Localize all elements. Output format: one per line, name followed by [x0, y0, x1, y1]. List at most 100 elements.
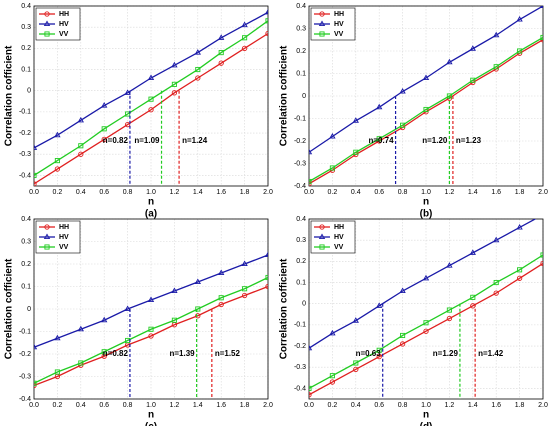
- marker: [352, 117, 359, 123]
- marker: [147, 74, 155, 81]
- marker: [446, 315, 453, 322]
- marker: [264, 251, 268, 258]
- marker: [309, 392, 312, 398]
- marker: [376, 302, 383, 308]
- y-tick-label: 0.4: [296, 3, 306, 10]
- marker: [242, 286, 248, 292]
- y-tick-label: 0.2: [296, 258, 306, 265]
- marker: [218, 301, 224, 308]
- marker: [101, 349, 107, 355]
- legend-marker: [44, 224, 50, 230]
- marker: [171, 317, 177, 323]
- marker: [125, 111, 131, 117]
- series-line: [309, 262, 543, 396]
- legend-marker: [43, 233, 51, 240]
- legend-label: HH: [59, 224, 69, 231]
- y-axis-label: Correlation cofficient: [4, 258, 15, 359]
- legend-marker: [319, 224, 325, 230]
- x-tick-label: 1.0: [421, 189, 431, 196]
- y-tick-label: 0.3: [296, 237, 306, 244]
- legend-label: HV: [334, 234, 344, 241]
- marker: [171, 90, 178, 96]
- marker: [493, 236, 500, 243]
- marker: [54, 369, 60, 375]
- annotation-label: n=1.29: [433, 349, 459, 358]
- x-tick-label: 0.2: [328, 402, 338, 409]
- x-tick-label: 0.0: [304, 189, 314, 196]
- marker: [540, 34, 543, 41]
- marker: [195, 75, 201, 81]
- plot-frame: [33, 218, 269, 400]
- x-tick-label: 1.6: [491, 402, 501, 409]
- marker: [423, 320, 429, 326]
- marker: [171, 61, 178, 68]
- marker: [540, 260, 543, 267]
- marker: [493, 64, 499, 70]
- x-tick-label: 1.2: [445, 402, 455, 409]
- marker: [329, 379, 336, 385]
- marker: [54, 166, 61, 172]
- annotation-label: n=1.23: [456, 136, 482, 145]
- y-tick-label: 0.1: [21, 283, 31, 290]
- x-tick-label: 0.6: [374, 402, 384, 409]
- marker: [34, 380, 37, 386]
- marker: [469, 45, 476, 51]
- x-tick-label: 1.4: [468, 189, 478, 196]
- legend-marker: [318, 233, 326, 240]
- plot-frame: [308, 5, 544, 187]
- marker: [148, 96, 154, 102]
- x-tick-label: 0.6: [99, 189, 109, 196]
- marker: [493, 290, 499, 296]
- marker: [171, 81, 177, 87]
- x-tick-label: 1.6: [491, 189, 501, 196]
- marker: [399, 287, 406, 294]
- legend-marker: [319, 244, 325, 250]
- y-tick-label: 0: [27, 306, 31, 313]
- marker: [195, 313, 201, 319]
- legend-label: VV: [334, 244, 344, 251]
- panel: -0.4 -0.3 -0.2 -0.1 0 0.1 0.2 0.3 0.4 0.0 0.2 0.4 0.…: [4, 3, 273, 220]
- marker: [265, 18, 268, 24]
- y-tick-label: 0.4: [21, 3, 31, 10]
- marker: [78, 151, 84, 157]
- marker: [241, 292, 248, 299]
- series-line: [309, 219, 537, 349]
- marker: [329, 132, 336, 139]
- caption: (d): [420, 422, 433, 426]
- y-tick-label: 0.2: [296, 48, 306, 55]
- marker: [194, 278, 201, 285]
- marker: [423, 106, 429, 113]
- y-tick-label: -0.4: [294, 183, 306, 190]
- y-tick-label: -0.4: [19, 172, 31, 179]
- legend-marker: [319, 11, 325, 17]
- marker: [77, 325, 84, 332]
- legend-label: HH: [59, 11, 69, 18]
- marker: [517, 48, 523, 54]
- marker: [516, 275, 523, 281]
- marker: [171, 287, 178, 294]
- x-tick-label: 0.2: [328, 189, 338, 196]
- marker: [399, 87, 406, 94]
- marker: [376, 353, 382, 360]
- x-tick-label: 1.2: [170, 189, 180, 196]
- marker: [34, 172, 37, 178]
- x-tick-label: 0.6: [374, 189, 384, 196]
- marker: [422, 274, 430, 281]
- legend-label: HV: [59, 234, 69, 241]
- marker: [34, 343, 38, 350]
- y-tick-label: 0: [302, 301, 306, 308]
- x-tick-label: 1.4: [193, 189, 203, 196]
- x-tick-label: 0.0: [29, 402, 39, 409]
- y-tick-label: -0.3: [19, 373, 31, 380]
- y-tick-label: -0.1: [294, 322, 306, 329]
- x-tick-label: 1.6: [216, 402, 226, 409]
- y-tick-label: -0.4: [19, 396, 31, 403]
- marker: [77, 116, 84, 123]
- marker: [265, 30, 268, 37]
- x-tick-label: 0.0: [304, 402, 314, 409]
- marker: [101, 136, 107, 143]
- marker: [329, 329, 336, 336]
- y-axis-label: Correlation cofficient: [279, 258, 290, 359]
- marker: [309, 344, 313, 351]
